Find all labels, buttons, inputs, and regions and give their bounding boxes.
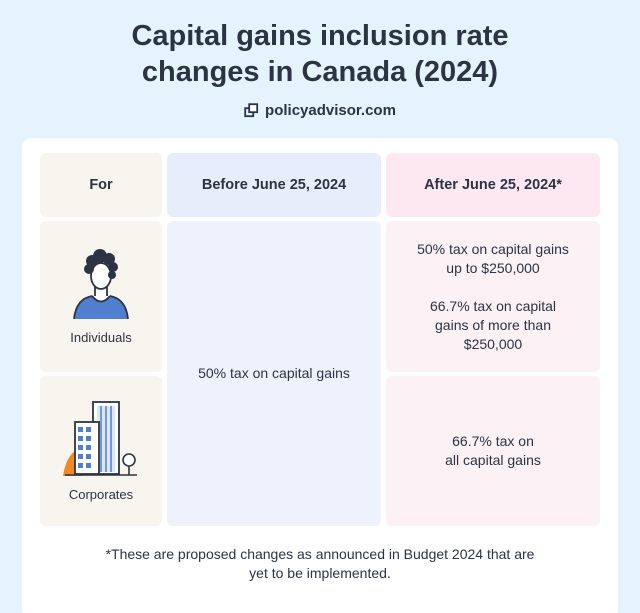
row-individuals: Individuals <box>40 221 162 372</box>
copy-icon <box>244 103 259 118</box>
footnote: *These are proposed changes as announced… <box>105 546 535 581</box>
header-after: After June 25, 2024* <box>386 153 600 217</box>
row-corporates: Corporates <box>40 376 162 526</box>
person-icon <box>70 247 132 324</box>
brand: policyadvisor.com <box>0 102 640 119</box>
after-individuals: 50% tax on capital gains up to $250,000 … <box>386 221 600 372</box>
header-for: For <box>40 153 162 217</box>
row-label: Corporates <box>68 487 134 502</box>
before-value: 50% tax on capital gains <box>167 221 381 526</box>
row-label: Individuals <box>70 329 132 345</box>
buildings-icon <box>63 398 139 481</box>
page-title: Capital gains inclusion rate changes in … <box>131 20 509 88</box>
after-text: 66.7% tax on all capital gains <box>445 433 541 468</box>
after-text: 66.7% tax on capital gains of more than … <box>429 297 557 352</box>
after-corporates: 66.7% tax on all capital gains <box>386 376 600 526</box>
header-before: Before June 25, 2024 <box>167 153 381 217</box>
brand-text: policyadvisor.com <box>265 102 396 119</box>
after-text: 50% tax on capital gains up to $250,000 <box>417 240 569 276</box>
table-card: For Before June 25, 2024 After June 25, … <box>22 138 618 613</box>
